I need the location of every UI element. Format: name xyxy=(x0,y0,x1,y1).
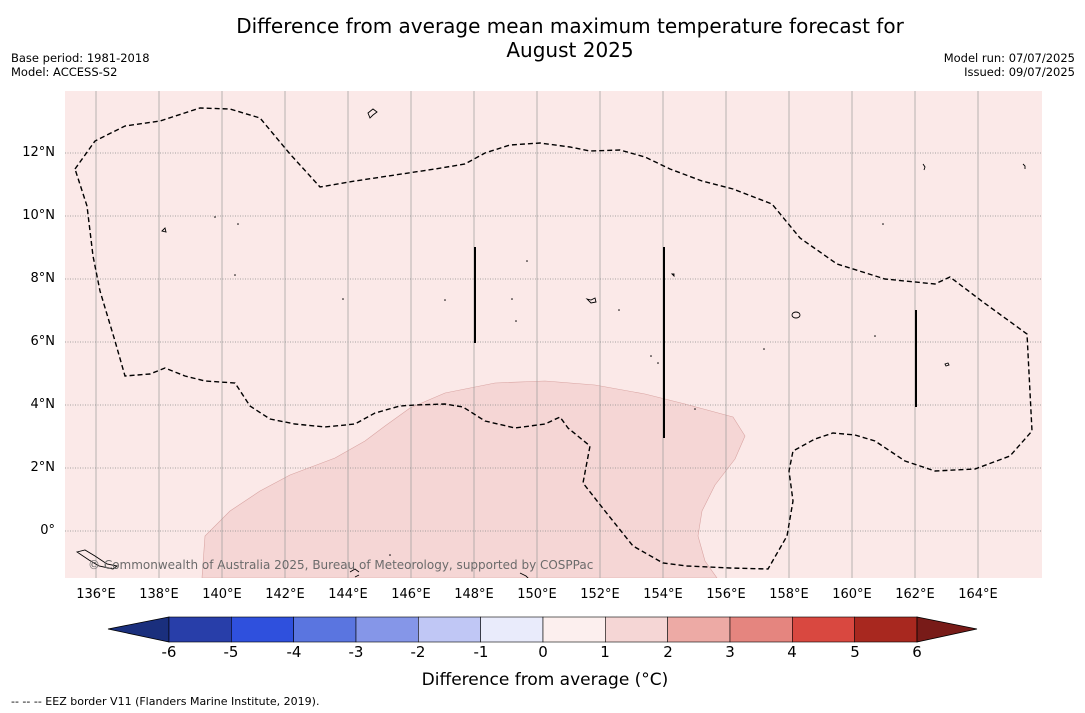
map-canvas xyxy=(65,91,1042,578)
latitude-gridlines xyxy=(65,152,1042,532)
lon-label: 148°E xyxy=(454,587,494,602)
colorbar-cell xyxy=(480,616,544,643)
lon-label: 142°E xyxy=(265,587,305,602)
lat-label: 2°N xyxy=(30,460,56,475)
lat-label: 4°N xyxy=(30,397,56,412)
colorbar-tick: -2 xyxy=(410,643,426,661)
lon-label: 144°E xyxy=(328,587,368,602)
island-dots xyxy=(214,216,884,556)
colorbar-cell xyxy=(605,616,668,643)
colorbar-cell xyxy=(293,616,357,643)
colorbar-cell xyxy=(231,616,294,643)
eez-border xyxy=(74,107,1033,570)
lon-label: 164°E xyxy=(958,587,998,602)
run-info: Model run: 07/07/2025 Issued: 09/07/2025 xyxy=(944,51,1075,79)
base-period-text: Base period: 1981-2018 xyxy=(11,51,150,65)
colorbar-cell xyxy=(168,616,232,643)
lon-label: 162°E xyxy=(895,587,935,602)
colorbar-extend-low xyxy=(107,616,170,643)
model-run-text: Model run: 07/07/2025 xyxy=(943,51,1075,65)
colorbar-tick: 6 xyxy=(912,643,922,661)
colorbar-tick: 3 xyxy=(725,643,735,661)
longitude-gridlines xyxy=(95,91,979,578)
title-line-2: August 2025 xyxy=(506,38,634,62)
lon-label: 154°E xyxy=(643,587,683,602)
island-outlines xyxy=(75,108,1026,578)
map-title: Difference from average mean maximum tem… xyxy=(200,14,940,62)
boundary-segments xyxy=(474,247,917,438)
copyright-notice: © Commonwealth of Australia 2025, Bureau… xyxy=(88,558,594,572)
colorbar-tick: 2 xyxy=(663,643,673,661)
lat-label: 6°N xyxy=(30,334,56,349)
lon-label: 150°E xyxy=(517,587,557,602)
colorbar-tick: 1 xyxy=(600,643,610,661)
lat-label: 0° xyxy=(40,523,55,538)
lon-label: 138°E xyxy=(139,587,179,602)
lon-label: 152°E xyxy=(580,587,620,602)
lon-label: 156°E xyxy=(706,587,746,602)
lon-label: 146°E xyxy=(391,587,431,602)
colorbar-cell xyxy=(542,616,606,643)
lon-label: 140°E xyxy=(202,587,242,602)
lon-label: 158°E xyxy=(769,587,809,602)
colorbar-cell xyxy=(418,616,481,643)
lon-label: 136°E xyxy=(76,587,116,602)
colorbar-tick: -4 xyxy=(286,643,302,661)
colorbar-tick: 0 xyxy=(538,643,548,661)
colorbar-cell xyxy=(792,616,855,643)
model-text: Model: ACCESS-S2 xyxy=(11,65,118,79)
colorbar-cell xyxy=(667,616,731,643)
colorbar xyxy=(107,616,978,643)
issued-text: Issued: 09/07/2025 xyxy=(964,65,1075,79)
title-line-1: Difference from average mean maximum tem… xyxy=(236,14,904,38)
colorbar-tick: -3 xyxy=(348,643,364,661)
map-panel xyxy=(65,91,1042,578)
lat-label: 12°N xyxy=(22,145,55,160)
lat-label: 10°N xyxy=(22,208,55,223)
model-info: Base period: 1981-2018 Model: ACCESS-S2 xyxy=(11,51,150,79)
lat-label: 8°N xyxy=(30,271,56,286)
colorbar-cell xyxy=(854,616,918,643)
lon-label: 160°E xyxy=(832,587,872,602)
colorbar-tick: 4 xyxy=(787,643,797,661)
colorbar-extend-high xyxy=(916,616,978,643)
colorbar-label: Difference from average (°C) xyxy=(421,670,669,690)
colorbar-tick: -6 xyxy=(161,643,177,661)
colorbar-tick: 5 xyxy=(850,643,860,661)
colorbar-cell xyxy=(355,616,419,643)
eez-footnote: -- -- -- EEZ border V11 (Flanders Marine… xyxy=(11,695,320,708)
colorbar-tick: -1 xyxy=(473,643,489,661)
colorbar-cell xyxy=(729,616,793,643)
colorbar-tick: -5 xyxy=(223,643,239,661)
